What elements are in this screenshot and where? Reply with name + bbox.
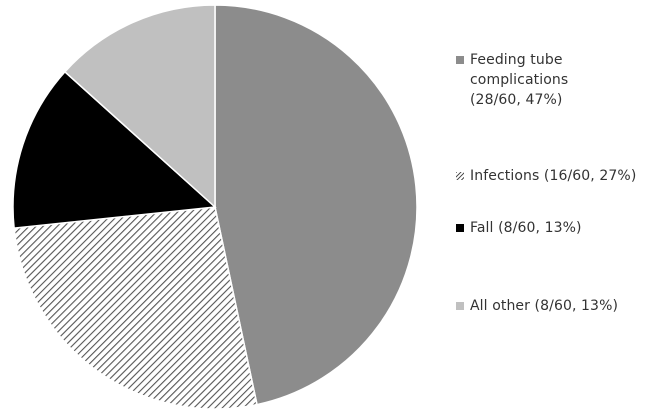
pie-chart <box>0 0 440 415</box>
legend-item-feeding-tube: Feeding tube complications (28/60, 47%) <box>456 50 568 110</box>
legend-swatch-feeding-tube <box>456 56 464 64</box>
legend-item-infections: Infections (16/60, 27%) <box>456 166 636 186</box>
legend-swatch-all-other <box>456 302 464 310</box>
legend-label-feeding-tube: Feeding tube complications (28/60, 47%) <box>470 50 568 110</box>
legend-label-all-other: All other (8/60, 13%) <box>470 296 618 316</box>
pie-slice-infections <box>14 207 257 409</box>
legend-swatch-fall <box>456 224 464 232</box>
pie-slices <box>13 5 417 409</box>
legend-swatch-infections <box>456 172 464 180</box>
legend-label-fall: Fall (8/60, 13%) <box>470 218 582 238</box>
pie-slice-feeding-tube <box>215 5 417 405</box>
legend-item-fall: Fall (8/60, 13%) <box>456 218 582 238</box>
legend-item-all-other: All other (8/60, 13%) <box>456 296 618 316</box>
legend-label-infections: Infections (16/60, 27%) <box>470 166 636 186</box>
